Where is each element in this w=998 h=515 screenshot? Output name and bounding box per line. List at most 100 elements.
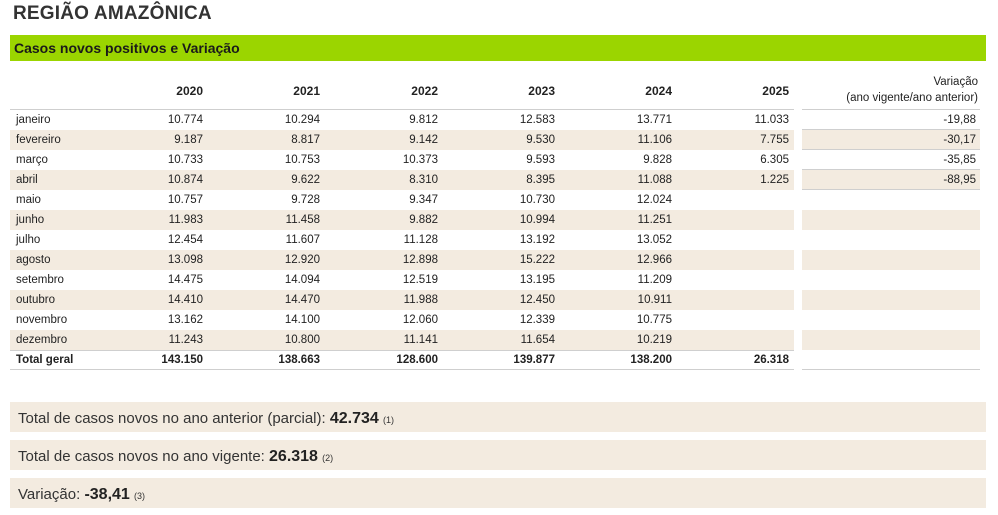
variation-total-row	[802, 350, 980, 370]
month-label: março	[16, 154, 48, 166]
month-label: fevereiro	[16, 134, 61, 146]
table-header: 2020 2021 2022 2023 2024 2025	[10, 70, 794, 110]
variation-header: Variação (ano vigente/ano anterior)	[802, 70, 980, 110]
table-row: novembro 13.162 14.100 12.060 12.339 10.775	[10, 310, 794, 330]
summary-variation: Variação: -38,41 (3)	[10, 478, 986, 508]
cell-value: 12.898	[402, 254, 438, 266]
cell-value: 11.209	[637, 274, 672, 286]
cell-value: 9.142	[409, 134, 438, 146]
cell-value: 10.294	[284, 114, 320, 126]
summary-footnote-ref: (2)	[322, 453, 334, 463]
cell-value: 7.755	[760, 134, 789, 146]
table-body: janeiro 10.774 10.294 9.812 12.583 13.771 11.0…	[10, 110, 794, 370]
summary-label: Variação:	[18, 486, 81, 503]
cell-value: 11.106	[637, 134, 672, 146]
cell-value: 13.195	[519, 274, 555, 286]
total-value: 128.600	[396, 354, 438, 366]
summary-footnote-ref: (3)	[133, 491, 145, 501]
month-label: julho	[16, 234, 41, 246]
summary-previous-year: Total de casos novos no ano anterior (pa…	[10, 402, 986, 432]
cell-value: 11.983	[168, 214, 203, 226]
cell-value: 14.410	[167, 294, 203, 306]
summary-value: -38,41	[84, 486, 130, 503]
total-label: Total geral	[16, 354, 74, 366]
cell-value: 9.812	[409, 114, 438, 126]
page-title: REGIÃO AMAZÔNICA	[13, 3, 212, 24]
cell-value: 9.347	[409, 194, 438, 206]
variation-row: -30,17	[802, 130, 980, 150]
cell-value: 10.774	[167, 114, 203, 126]
variation-row	[802, 310, 980, 330]
cell-value: 10.994	[519, 214, 555, 226]
cell-value: 13.162	[167, 314, 203, 326]
variation-row	[802, 330, 980, 350]
cell-value: 10.757	[167, 194, 203, 206]
month-label: abril	[16, 174, 38, 186]
cell-value: 14.094	[284, 274, 320, 286]
cell-value: 10.874	[167, 174, 203, 186]
variation-row: -19,88	[802, 110, 980, 130]
month-label: outubro	[16, 294, 56, 306]
cell-value: 14.100	[284, 314, 320, 326]
year-header: 2020	[176, 84, 203, 98]
variation-header-subtitle: (ano vigente/ano anterior)	[846, 92, 978, 104]
table-row: junho 11.983 11.458 9.882 10.994 11.251	[10, 210, 794, 230]
cell-value: 12.583	[519, 114, 555, 126]
variation-value: -35,85	[943, 154, 976, 166]
table-row: maio 10.757 9.728 9.347 10.730 12.024	[10, 190, 794, 210]
month-label: agosto	[16, 254, 51, 266]
cell-value: 12.024	[636, 194, 672, 206]
variation-body: -19,88 -30,17 -35,85 -88,95	[802, 110, 980, 370]
table-row: agosto 13.098 12.920 12.898 15.222 12.966	[10, 250, 794, 270]
cell-value: 12.519	[402, 274, 438, 286]
month-label: maio	[16, 194, 41, 206]
cell-value: 8.395	[526, 174, 555, 186]
cases-table: 2020 2021 2022 2023 2024 2025 janeiro 10.774 10…	[10, 70, 794, 370]
month-label: janeiro	[16, 114, 51, 126]
section-header: Casos novos positivos e Variação	[10, 35, 986, 61]
cell-value: 9.622	[291, 174, 320, 186]
cell-value: 11.243	[168, 334, 203, 346]
cell-value: 12.060	[402, 314, 438, 326]
variation-row	[802, 190, 980, 210]
month-label: dezembro	[16, 334, 68, 346]
variation-row	[802, 290, 980, 310]
cell-value: 11.088	[637, 174, 672, 186]
table-row: abril 10.874 9.622 8.310 8.395 11.088 1.225	[10, 170, 794, 190]
variation-row	[802, 230, 980, 250]
variation-header-title: Variação	[933, 76, 978, 88]
total-row: Total geral 143.150 138.663 128.600 139.877 1…	[10, 350, 794, 370]
year-header: 2021	[293, 84, 320, 98]
year-header: 2024	[645, 84, 672, 98]
total-value: 26.318	[753, 354, 789, 366]
variation-value: -30,17	[943, 134, 976, 146]
cell-value: 14.470	[284, 294, 320, 306]
cell-value: 10.800	[284, 334, 320, 346]
cell-value: 10.373	[402, 154, 438, 166]
month-label: novembro	[16, 314, 68, 326]
summary-label: Total de casos novos no ano anterior (pa…	[18, 410, 326, 427]
cell-value: 15.222	[519, 254, 555, 266]
section-title: Casos novos positivos e Variação	[14, 40, 240, 56]
cell-value: 13.052	[636, 234, 672, 246]
cell-value: 13.771	[636, 114, 672, 126]
cell-value: 8.310	[409, 174, 438, 186]
table-row: julho 12.454 11.607 11.128 13.192 13.052	[10, 230, 794, 250]
cell-value: 11.141	[403, 334, 438, 346]
table-row: fevereiro 9.187 8.817 9.142 9.530 11.106 7.755	[10, 130, 794, 150]
variation-row	[802, 250, 980, 270]
variation-row: -35,85	[802, 150, 980, 170]
cell-value: 10.753	[284, 154, 320, 166]
summary-current-year: Total de casos novos no ano vigente: 26.…	[10, 440, 986, 470]
cell-value: 10.775	[636, 314, 672, 326]
summary-label: Total de casos novos no ano vigente:	[18, 448, 265, 465]
cell-value: 12.966	[636, 254, 672, 266]
table-row: janeiro 10.774 10.294 9.812 12.583 13.771 11.0…	[10, 110, 794, 130]
cell-value: 14.475	[167, 274, 203, 286]
month-label: junho	[16, 214, 45, 226]
cell-value: 13.098	[167, 254, 203, 266]
total-value: 143.150	[161, 354, 203, 366]
cell-value: 11.251	[637, 214, 672, 226]
cell-value: 11.607	[285, 234, 320, 246]
variation-row: -88,95	[802, 170, 980, 190]
